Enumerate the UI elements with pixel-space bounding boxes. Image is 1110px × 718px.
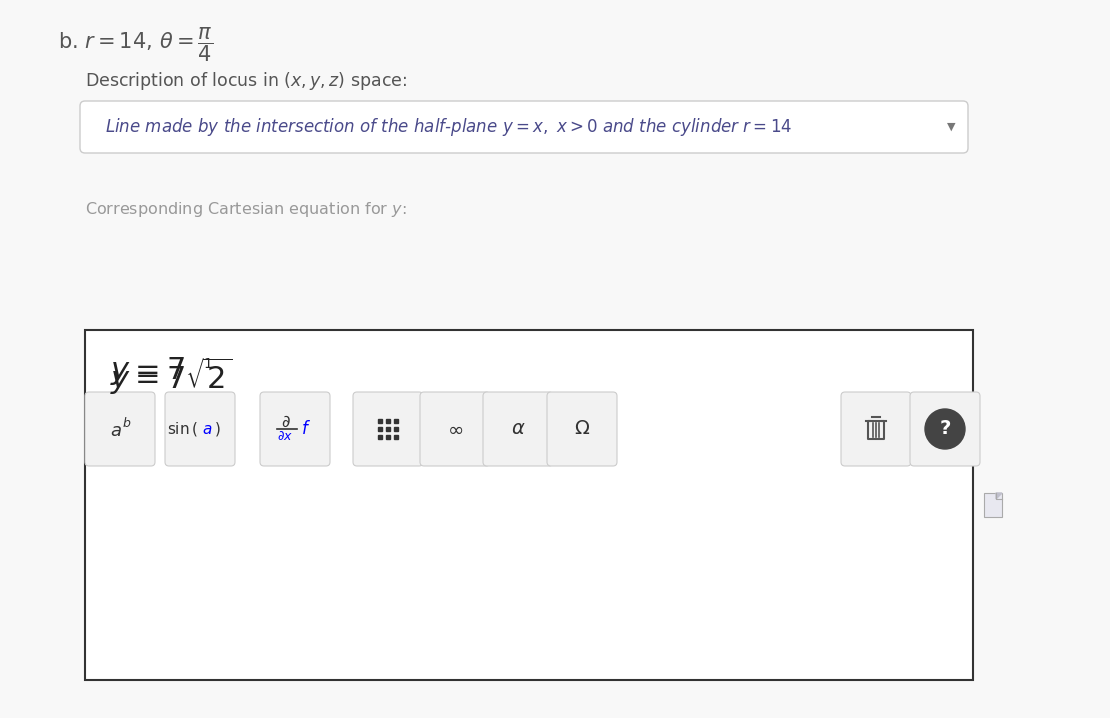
- Polygon shape: [996, 493, 1002, 499]
- Text: $a$: $a$: [110, 422, 122, 440]
- Text: $y = 7\sqrt{2}$: $y = 7\sqrt{2}$: [110, 355, 232, 397]
- FancyBboxPatch shape: [85, 330, 973, 680]
- Text: $\alpha$: $\alpha$: [511, 419, 525, 439]
- FancyBboxPatch shape: [483, 392, 553, 466]
- Text: $\partial x$: $\partial x$: [278, 431, 293, 444]
- FancyBboxPatch shape: [353, 392, 423, 466]
- Text: $b$: $b$: [122, 416, 132, 430]
- FancyBboxPatch shape: [547, 392, 617, 466]
- FancyBboxPatch shape: [80, 101, 968, 153]
- FancyBboxPatch shape: [85, 388, 973, 470]
- Text: $\partial$: $\partial$: [281, 413, 291, 431]
- Text: $f$: $f$: [301, 420, 311, 438]
- Text: $\Omega$: $\Omega$: [574, 419, 591, 439]
- FancyBboxPatch shape: [983, 493, 1002, 517]
- Text: Corresponding Cartesian equation for $y$:: Corresponding Cartesian equation for $y$…: [85, 200, 406, 219]
- Text: Description of locus in $(x, y, z)$ space:: Description of locus in $(x, y, z)$ spac…: [85, 70, 407, 92]
- FancyBboxPatch shape: [165, 392, 235, 466]
- Text: $\infty$: $\infty$: [447, 419, 463, 439]
- Text: $1$: $1$: [203, 357, 213, 371]
- FancyBboxPatch shape: [910, 392, 980, 466]
- FancyBboxPatch shape: [420, 392, 490, 466]
- FancyBboxPatch shape: [841, 392, 911, 466]
- Text: $)$: $)$: [214, 420, 221, 438]
- Text: $\mathrm{sin}\,($: $\mathrm{sin}\,($: [166, 420, 198, 438]
- Text: $y = 7$: $y = 7$: [110, 355, 185, 387]
- FancyBboxPatch shape: [260, 392, 330, 466]
- Text: ▼: ▼: [947, 122, 955, 132]
- Text: $a$: $a$: [202, 421, 212, 437]
- Circle shape: [925, 409, 965, 449]
- Text: ?: ?: [939, 419, 950, 439]
- FancyBboxPatch shape: [85, 392, 155, 466]
- Text: b. $r = 14,\,\theta = \dfrac{\pi}{4}$: b. $r = 14,\,\theta = \dfrac{\pi}{4}$: [58, 25, 213, 63]
- Text: Line made by the intersection of the half-plane $y = x,\ x > 0$ and the cylinder: Line made by the intersection of the hal…: [105, 116, 793, 138]
